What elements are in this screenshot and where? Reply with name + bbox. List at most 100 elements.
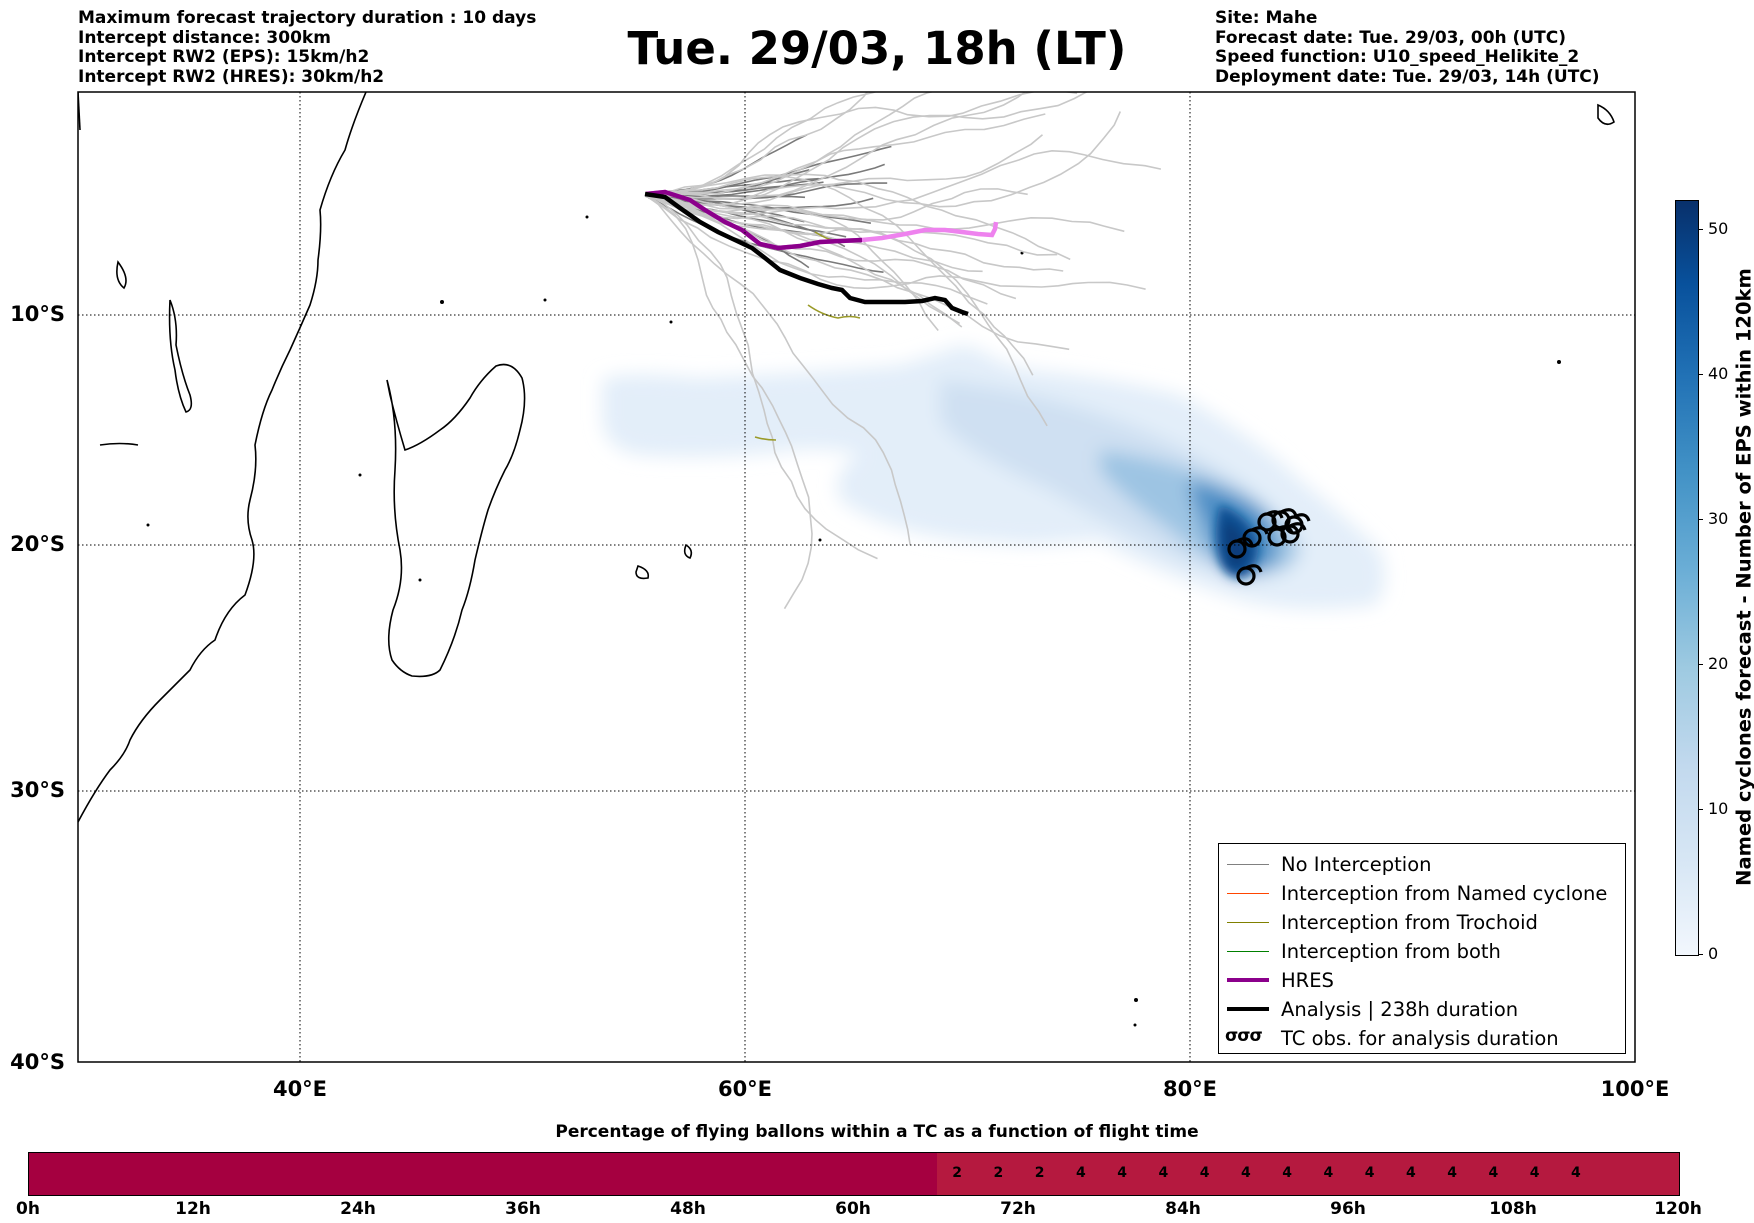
ensemble-trajectory <box>651 163 885 198</box>
map-graticule <box>78 92 1635 1062</box>
pct-time-label: 36h <box>505 1199 541 1219</box>
header-right-line: Deployment date: Tue. 29/03, 14h (UTC) <box>1215 66 1600 87</box>
cyclone-density-field <box>602 345 1385 609</box>
ensemble-trajectory <box>650 92 1078 195</box>
legend-label: Interception from Named cyclone <box>1281 882 1608 905</box>
legend-swatch <box>1227 1007 1269 1011</box>
lat-label-20s: 20°S <box>10 532 65 556</box>
colorbar-tick-label: 30 <box>1708 509 1729 528</box>
colorbar-title: Named cyclones forecast - Number of EPS … <box>1732 268 1754 886</box>
small-islands <box>146 215 1561 1027</box>
ensemble-trajectory <box>649 196 813 610</box>
header-right-line: Forecast date: Tue. 29/03, 00h (UTC) <box>1215 27 1566 48</box>
legend-swatch <box>1227 951 1269 952</box>
pct-value-label: 4 <box>1282 1165 1292 1181</box>
legend-swatch <box>1227 978 1269 982</box>
hres-track-early <box>645 189 863 251</box>
pct-value-label: 4 <box>1158 1165 1169 1181</box>
ensemble-trajectory <box>648 149 1162 216</box>
ensemble-trajectory <box>646 192 1125 233</box>
pct-value-label: 4 <box>1323 1165 1334 1181</box>
density-colorbar <box>1675 200 1699 956</box>
pct-value-label: 2 <box>1034 1165 1045 1181</box>
lon-label-100e: 100°E <box>1600 1077 1670 1101</box>
legend-label: Analysis | 238h duration <box>1281 998 1519 1021</box>
colorbar-tick-label: 0 <box>1708 944 1719 963</box>
legend-row-both: Interception from both <box>1219 937 1625 966</box>
colorbar-tick <box>1698 229 1703 230</box>
colorbar-tick <box>1698 809 1703 810</box>
pct-time-label: 24h <box>340 1199 376 1219</box>
legend-row-trochoid: Interception from Trochoid <box>1219 908 1625 937</box>
header-left-line: Intercept distance: 300km <box>78 27 331 48</box>
lon-label-40e: 40°E <box>272 1077 328 1101</box>
pct-time-label: 48h <box>670 1199 706 1219</box>
lat-label-40s: 40°S <box>10 1050 65 1074</box>
page-title: Tue. 29/03, 18h (LT) <box>627 22 1127 75</box>
ensemble-trajectory <box>645 193 988 305</box>
ensemble-trajectory <box>651 111 1122 208</box>
header-left: Maximum forecast trajectory duration : 1… <box>78 8 537 87</box>
pct-segment <box>936 1153 1061 1195</box>
ensemble-trajectory <box>647 192 961 325</box>
legend-row-hres: HRES <box>1219 966 1625 995</box>
legend-swatch <box>1227 864 1269 865</box>
tc-observations <box>1227 508 1311 586</box>
pct-value-label: 2 <box>993 1165 1004 1181</box>
analysis-track <box>644 191 969 317</box>
legend-label: No Interception <box>1281 853 1432 876</box>
pct-value-label: 4 <box>1117 1165 1127 1181</box>
pct-time-label: 96h <box>1330 1199 1366 1219</box>
pct-value-label: 4 <box>1529 1165 1540 1181</box>
pct-strip-title: Percentage of flying ballons within a TC… <box>555 1122 1199 1142</box>
header-left-line: Maximum forecast trajectory duration : 1… <box>78 8 537 28</box>
pct-time-label: 72h <box>1000 1199 1036 1219</box>
header-right: Site: Mahe Forecast date: Tue. 29/03, 00… <box>1215 8 1600 87</box>
ensemble-trajectory <box>646 196 1146 290</box>
ensemble-trajectory <box>646 196 884 273</box>
pct-time-label: 12h <box>175 1199 211 1219</box>
lon-label-80e: 80°E <box>1162 1077 1218 1101</box>
header-right-line: Site: Mahe <box>1215 8 1318 28</box>
pct-time-label: 120h <box>1654 1199 1702 1219</box>
legend-label: Interception from both <box>1281 940 1501 963</box>
ensemble-trajectory <box>652 173 1071 261</box>
pct-time-label: 0h <box>16 1199 40 1219</box>
colorbar-tick <box>1698 954 1703 955</box>
pct-time-label: 108h <box>1489 1199 1537 1219</box>
lat-label-10s: 10°S <box>10 302 65 326</box>
colorbar-tick-label: 10 <box>1708 799 1729 818</box>
pct-segment <box>1060 1153 1679 1195</box>
lat-label-30s: 30°S <box>10 778 65 802</box>
legend-row-tc-obs: σσσ TC obs. for analysis duration <box>1219 1024 1625 1053</box>
ensemble-trajectory <box>648 92 1089 206</box>
map-frame <box>77 91 1636 1063</box>
pct-value-label: 4 <box>1076 1165 1086 1181</box>
colorbar-tick <box>1698 374 1703 375</box>
header-left-line: Intercept RW2 (HRES): 30km/h2 <box>78 66 385 87</box>
tc-obs-glyph-icon: σσσ <box>1225 1026 1263 1046</box>
pct-value-label: 4 <box>1241 1165 1251 1181</box>
pct-time-label: 60h <box>835 1199 871 1219</box>
pct-value-label: 4 <box>1406 1165 1416 1181</box>
ensemble-trajectory <box>650 175 1034 376</box>
colorbar-tick-label: 40 <box>1708 364 1729 383</box>
header-right-line: Speed function: U10_speed_Helikite_2 <box>1215 47 1580 67</box>
pct-value-label: 4 <box>1364 1165 1375 1181</box>
pct-value-label: 4 <box>1488 1165 1499 1181</box>
ensemble-trajectory <box>645 92 1027 200</box>
lon-label-60e: 60°E <box>717 1077 773 1101</box>
colorbar-tick-label: 50 <box>1708 219 1729 238</box>
header-left-line: Intercept RW2 (EPS): 15km/h2 <box>78 47 370 67</box>
colorbar-tick <box>1698 664 1703 665</box>
legend-label: TC obs. for analysis duration <box>1281 1027 1559 1050</box>
ensemble-trajectory <box>646 92 935 195</box>
legend-row-named-cyclone: Interception from Named cyclone <box>1219 879 1625 908</box>
ensemble-trajectory <box>645 194 911 546</box>
legend-swatch <box>1227 922 1269 923</box>
ensemble-trajectory <box>651 92 878 195</box>
pct-segment <box>29 1153 937 1195</box>
legend-swatch <box>1227 893 1269 894</box>
coastlines <box>78 92 1615 823</box>
